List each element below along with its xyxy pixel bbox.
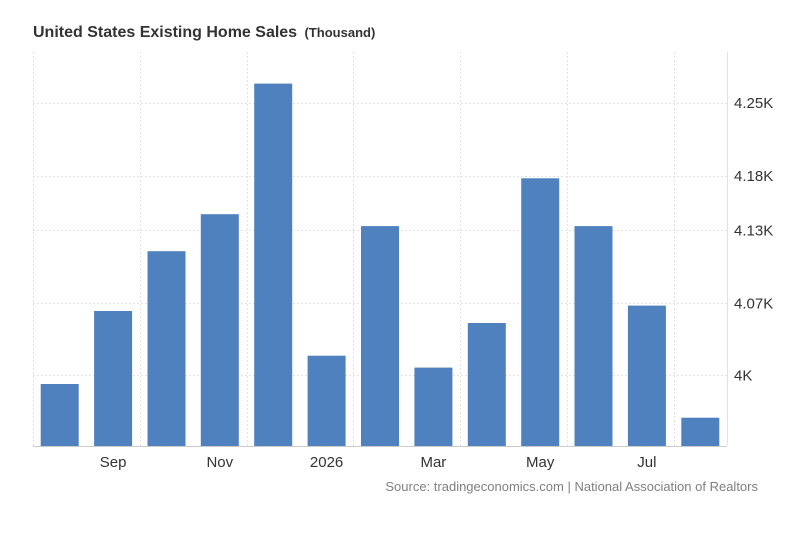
y-tick-label: 4.07K [734,295,773,312]
x-tick-label: Jul [637,454,656,471]
bar [574,226,613,446]
bar [147,251,186,446]
bar [681,417,720,446]
bar [94,311,133,446]
chart-unit: (Thousand) [304,25,376,40]
x-tick-label: Sep [100,454,127,471]
bar [40,384,79,446]
x-tick-label: Nov [206,454,233,471]
bar [361,226,399,446]
chart-title: United States Existing Home Sales [33,24,298,41]
chart-title-block: United States Existing Home Sales (Thous… [33,24,375,42]
y-tick-label: 4K [734,367,752,384]
bar [414,367,453,446]
bar [627,305,666,446]
y-tick-label: 4.18K [734,168,773,185]
source-note: Source: tradingeconomics.com | National … [385,479,758,494]
x-tick-label: 2026 [310,454,343,471]
x-tick-label: May [526,454,555,471]
bar [467,323,506,446]
bar [254,83,293,446]
y-tick-label: 4.13K [734,223,773,240]
bar [307,355,346,446]
x-tick-label: Mar [420,454,446,471]
bar [200,214,239,446]
bar [521,178,560,447]
y-tick-label: 4.25K [734,95,773,112]
